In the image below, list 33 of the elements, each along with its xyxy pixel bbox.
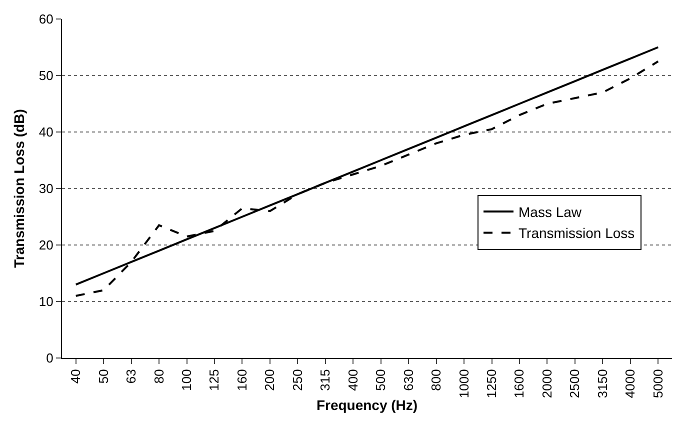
- x-tick-label: 160: [234, 369, 250, 391]
- x-axis-title: Frequency (Hz): [316, 397, 418, 413]
- x-tick-label: 50: [96, 369, 111, 384]
- x-tick-label: 800: [428, 369, 444, 391]
- x-tick-label: 4000: [622, 369, 638, 398]
- x-tick-label: 1600: [512, 369, 527, 398]
- x-tick-label: 500: [373, 369, 388, 391]
- x-tick-label: 200: [262, 369, 278, 391]
- x-tick-label: 63: [124, 369, 139, 384]
- x-tick-label: 80: [151, 369, 166, 384]
- x-tick-label: 1000: [456, 369, 472, 398]
- x-tick-label: 5000: [650, 369, 666, 398]
- x-tick-label: 3150: [594, 369, 610, 398]
- legend-label: Mass Law: [518, 204, 582, 220]
- y-tick-label: 30: [38, 181, 54, 196]
- x-tick-label: 630: [400, 369, 416, 391]
- x-tick-label: 2500: [567, 369, 582, 398]
- y-tick-label: 50: [38, 68, 54, 84]
- y-tick-label: 10: [38, 294, 54, 310]
- x-tick-label: 40: [68, 369, 84, 384]
- y-tick-label: 60: [38, 12, 54, 27]
- y-axis-title: Transmission Loss (dB): [11, 109, 27, 268]
- x-tick-label: 125: [206, 369, 222, 391]
- y-tick-label: 40: [38, 124, 54, 140]
- x-tick-label: 250: [290, 369, 305, 391]
- x-tick-label: 1250: [484, 369, 499, 398]
- x-tick-label: 315: [318, 369, 333, 391]
- legend-label: Transmission Loss: [518, 225, 635, 242]
- x-tick-label: 2000: [539, 369, 554, 398]
- x-tick-label: 100: [178, 369, 194, 391]
- y-tick-label: 0: [46, 350, 54, 366]
- y-tick-label: 20: [38, 238, 54, 253]
- x-tick-label: 400: [345, 369, 360, 391]
